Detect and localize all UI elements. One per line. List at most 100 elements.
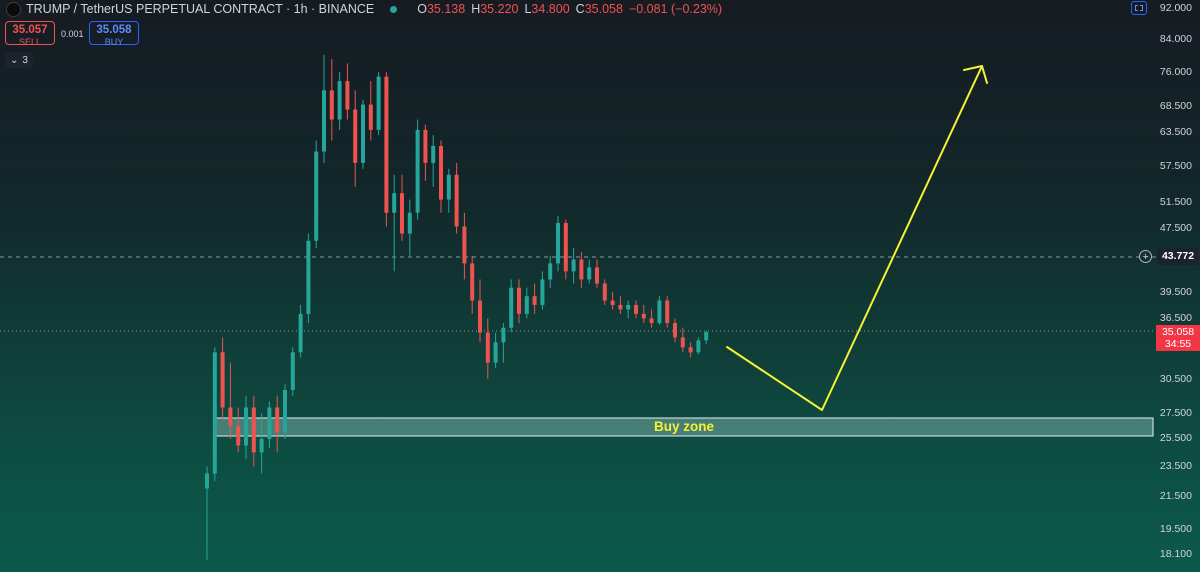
add-alert-plus-icon[interactable]: +	[1139, 250, 1152, 263]
axis-tick: 21.500	[1159, 490, 1192, 502]
candle-body	[267, 407, 272, 439]
candle-body	[704, 331, 709, 341]
candle-body	[446, 174, 451, 200]
candle-body	[361, 104, 365, 163]
candle-body	[649, 318, 654, 324]
crosshair-price-label: 43.772	[1157, 248, 1199, 265]
ohlc-close-value: 35.058	[584, 2, 623, 16]
ohlc-open-key: O	[417, 2, 427, 16]
chart-header: TRUMP / TetherUS PERPETUAL CONTRACT · 1h…	[6, 0, 722, 18]
axis-tick: 63.500	[1159, 126, 1192, 138]
axis-tick: 68.500	[1159, 100, 1192, 112]
candle-body	[306, 240, 311, 314]
candles-layer	[205, 54, 709, 560]
candle-body	[470, 263, 475, 301]
candle-body	[400, 193, 404, 234]
axis-tick: 19.500	[1159, 523, 1192, 535]
candle-body	[509, 287, 514, 328]
axis-tick: 36.500	[1159, 312, 1192, 324]
spread-value: 0.001	[61, 29, 84, 39]
last-price-value: 35.058	[1161, 326, 1195, 338]
candle-body	[431, 145, 436, 163]
candle-body	[454, 174, 459, 227]
candle-body	[283, 389, 287, 433]
axis-tick: 30.500	[1159, 373, 1192, 385]
candle-body	[205, 473, 209, 489]
symbol-title[interactable]: TRUMP / TetherUS PERPETUAL CONTRACT · 1h…	[26, 2, 375, 16]
sell-label: SELL	[18, 37, 42, 47]
axis-tick: 27.500	[1159, 407, 1192, 419]
axis-tick: 92.000	[1159, 2, 1192, 14]
candle-body	[275, 407, 280, 433]
candle-body	[384, 76, 389, 213]
candle-body	[392, 193, 397, 213]
ohlc-high-value: 35.220	[480, 2, 519, 16]
sell-price: 35.057	[12, 24, 48, 36]
candle-body	[532, 296, 537, 305]
indicators-toggle-button[interactable]: ⌄ 3	[5, 52, 33, 68]
buy-price: 35.058	[96, 24, 132, 36]
candle-body	[329, 90, 334, 120]
axis-tick: 76.000	[1159, 66, 1192, 78]
ohlc-low-key: L	[524, 2, 532, 16]
buy-zone-label: Buy zone	[653, 419, 714, 434]
projection-arrow[interactable]	[726, 65, 988, 411]
candle-body	[595, 267, 599, 284]
candle-body	[353, 109, 358, 163]
candle-body	[251, 407, 256, 453]
candle-body	[587, 267, 592, 280]
candle-body	[696, 340, 701, 353]
candle-body	[665, 300, 670, 324]
candle-body	[259, 438, 264, 453]
axis-tick: 84.000	[1159, 33, 1192, 45]
candle-body	[415, 129, 420, 213]
axis-tick: 47.500	[1159, 222, 1192, 234]
candle-body	[548, 263, 553, 280]
candle-body	[298, 313, 303, 353]
ohlc-low-value: 34.800	[531, 2, 570, 16]
market-status-icon	[390, 5, 398, 13]
screenshot-icon[interactable]	[1131, 1, 1147, 15]
candle-body	[524, 296, 529, 314]
ohlc-high-key: H	[471, 2, 481, 16]
candle-body	[501, 327, 506, 343]
candle-body	[517, 287, 521, 314]
axis-tick: 51.500	[1159, 196, 1192, 208]
axis-tick: 39.500	[1159, 286, 1192, 298]
candle-body	[556, 222, 560, 264]
candle-body	[485, 332, 490, 363]
candle-body	[563, 222, 568, 272]
last-price-label: 35.058 34:55	[1156, 325, 1200, 351]
axis-tick: 18.100	[1159, 548, 1192, 560]
ohlc-close-key: C	[575, 2, 585, 16]
axis-tick: 23.500	[1159, 460, 1192, 472]
candle-body	[673, 323, 677, 338]
candle-body	[626, 304, 631, 310]
candle-body	[220, 352, 225, 408]
candle-body	[345, 81, 350, 110]
symbol-logo-icon	[6, 1, 21, 17]
candle-body	[337, 81, 342, 120]
projection-path	[726, 65, 983, 411]
candle-body	[657, 300, 662, 324]
candle-body	[290, 352, 295, 390]
candle-body	[680, 337, 685, 348]
buy-label: BUY	[104, 37, 124, 47]
candle-body	[244, 407, 248, 446]
candle-body	[610, 300, 615, 305]
sell-button[interactable]: 35.057 SELL	[5, 21, 55, 47]
candle-body	[493, 342, 498, 363]
candle-body	[439, 145, 443, 200]
candle-body	[571, 259, 576, 272]
candle-body	[462, 226, 467, 264]
candle-body	[212, 352, 217, 474]
candle-body	[407, 212, 412, 234]
arrow-head	[963, 65, 988, 84]
chevron-down-icon: ⌄	[10, 54, 19, 66]
candle-body	[478, 300, 482, 333]
candle-body	[368, 104, 373, 130]
buy-button[interactable]: 35.058 BUY	[89, 21, 139, 47]
ohlc-change-value: −0.081 (−0.23%)	[628, 2, 723, 16]
axis-tick: 25.500	[1159, 432, 1192, 444]
